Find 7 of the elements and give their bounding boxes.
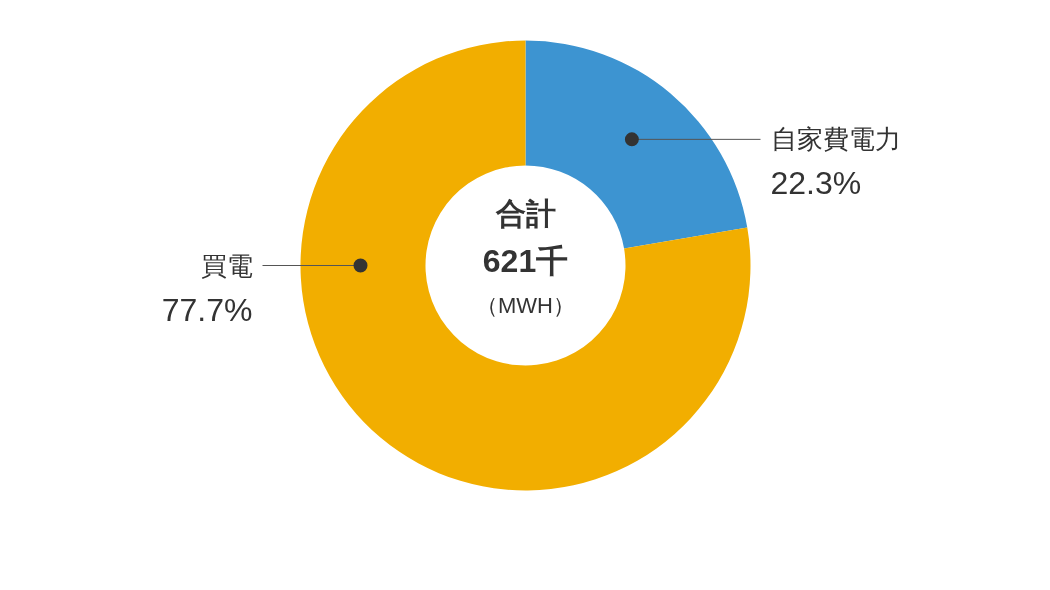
slice-label: 買電 <box>200 250 253 281</box>
text: 合計 <box>494 197 556 230</box>
text: （MWH） <box>476 293 575 318</box>
text: 621千 <box>482 242 569 279</box>
slice-label: 自家費電力 <box>770 124 901 155</box>
data-label: 22.3% <box>770 165 862 202</box>
data-label: 77.7% <box>161 291 253 328</box>
